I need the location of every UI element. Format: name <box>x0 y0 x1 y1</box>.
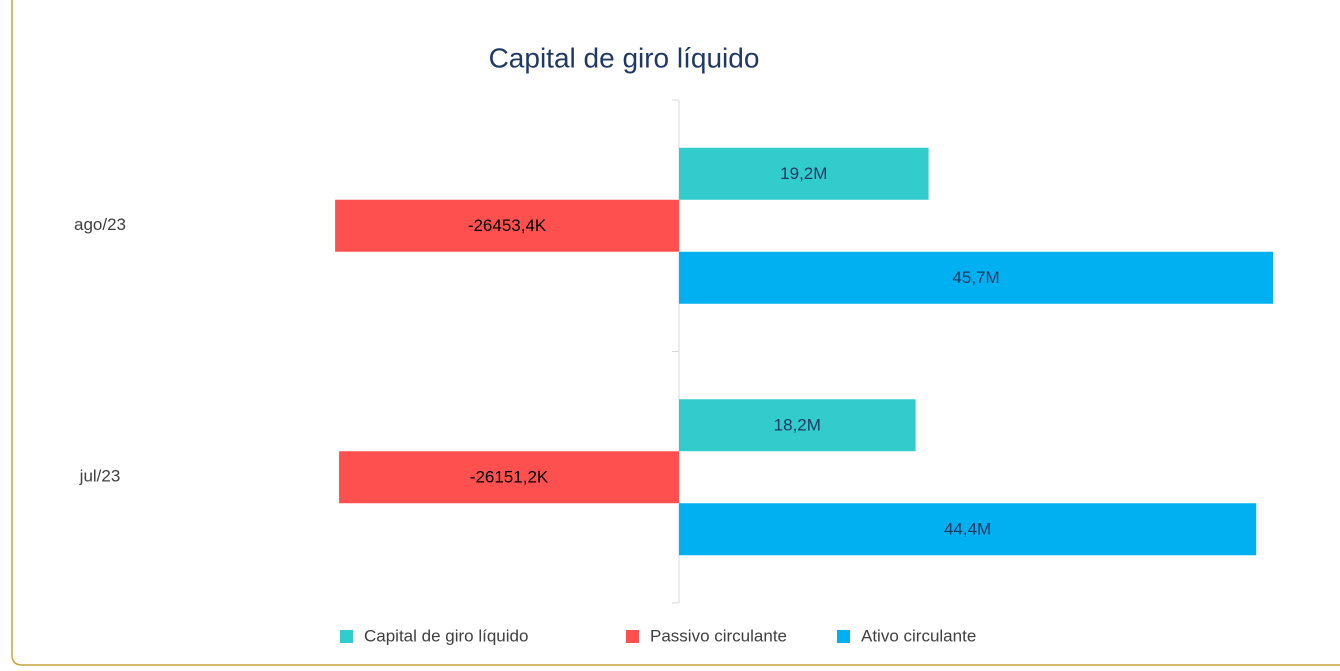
bar <box>679 147 929 200</box>
category-label: jul/23 <box>79 467 121 486</box>
data-label: -26151,2K <box>470 468 549 487</box>
legend-swatch <box>340 630 353 643</box>
legend-swatch <box>837 630 850 643</box>
bar <box>679 399 916 452</box>
data-label: 45,7M <box>952 268 999 287</box>
bar <box>679 251 1274 304</box>
chart-title: Capital de giro líquido <box>489 42 760 73</box>
legend-label: Capital de giro líquido <box>364 626 528 645</box>
data-label: 44,4M <box>944 520 991 539</box>
bar <box>335 199 679 252</box>
data-label: 19,2M <box>780 164 827 183</box>
legend-swatch <box>626 630 639 643</box>
data-label: -26453,4K <box>468 216 547 235</box>
frame-border <box>11 0 1340 666</box>
category-label: ago/23 <box>74 215 126 234</box>
legend-label: Passivo circulante <box>650 626 787 645</box>
bar <box>339 451 679 504</box>
bar <box>679 503 1257 556</box>
legend-label: Ativo circulante <box>861 626 976 645</box>
data-label: 18,2M <box>774 416 821 435</box>
